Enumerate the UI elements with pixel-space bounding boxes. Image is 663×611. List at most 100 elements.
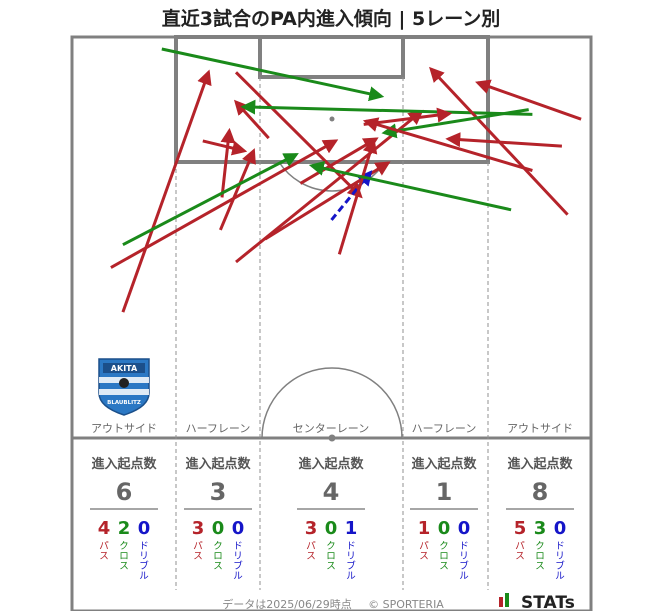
lane-label-left-halfspace: ハーフレーン [186, 422, 251, 435]
dribble-count: 0 [138, 518, 151, 539]
dribble-label-char: リ [233, 551, 243, 562]
dribble-label-char: ド [346, 541, 356, 552]
cross-label-char: ス [439, 561, 449, 572]
dribble-label-char: リ [555, 551, 565, 562]
entry-count-label: 進入起点数 [507, 456, 573, 472]
cross-count: 0 [212, 518, 225, 539]
cross-label-char: ク [119, 541, 129, 552]
entry-count-label: 進入起点数 [298, 456, 364, 472]
goal-area [258, 35, 405, 79]
dribble-count: 1 [345, 518, 358, 539]
entry-count-label: 進入起点数 [91, 456, 157, 472]
pass-label-char: ス [193, 551, 203, 562]
penalty-spot [329, 116, 335, 122]
cross-label-char: ロ [213, 551, 223, 562]
pass-arrow [363, 107, 453, 126]
pass-label-char: パ [99, 541, 109, 552]
stats-logo-text: STATs [521, 593, 575, 611]
lane-labels: アウトサイド ハーフレーン センターレーン ハーフレーン アウトサイド [91, 422, 573, 435]
cross-label-char: ク [213, 541, 223, 552]
cross-arrow [381, 108, 529, 139]
cross-label-char: ス [119, 561, 129, 572]
badge-sub: BLAUBLITZ [107, 400, 141, 406]
dribble-label-char: ル [555, 571, 565, 582]
dribble-label-char: ブ [346, 560, 356, 572]
lane-dividers [175, 77, 489, 590]
dribble-label-char: ル [139, 571, 149, 582]
dribble-count: 0 [554, 518, 567, 539]
pass-arrow [337, 138, 378, 255]
cross-count: 3 [534, 518, 547, 539]
pass-arrow [475, 79, 582, 121]
cross-label-char: ス [535, 561, 545, 572]
cross-label-char: ロ [119, 551, 129, 562]
pass-label-char: パ [306, 541, 316, 552]
lane-label-left-outside: アウトサイド [91, 422, 157, 435]
entry-count-total: 4 [323, 478, 340, 506]
pass-arrow [220, 127, 236, 198]
cross-label-char: ク [535, 541, 545, 552]
dribble-count: 0 [232, 518, 245, 539]
entry-count-label: 進入起点数 [185, 456, 251, 472]
entry-arrows [110, 47, 582, 313]
cross-label-char: ス [326, 561, 336, 572]
dribble-label-char: ブ [139, 560, 149, 572]
dribble-label-char: ル [346, 571, 356, 582]
pass-arrow [110, 139, 339, 269]
entry-count-total: 8 [532, 478, 549, 506]
pass-arrow [234, 71, 363, 199]
pass-arrow [362, 117, 533, 172]
center-circle [261, 367, 403, 439]
pass-label-char: パ [419, 541, 429, 552]
lane-label-right-outside: アウトサイド [507, 422, 573, 435]
dribble-label-char: リ [459, 551, 469, 562]
pass-label-char: ス [419, 551, 429, 562]
dribble-label-char: リ [139, 551, 149, 562]
pass-arrow [445, 132, 562, 148]
cross-arrow [122, 153, 299, 247]
pass-count: 3 [305, 518, 318, 539]
cross-label-char: ス [213, 561, 223, 572]
dribble-label-char: ブ [233, 560, 243, 572]
cross-count: 2 [118, 518, 131, 539]
pass-count: 3 [192, 518, 205, 539]
cross-count: 0 [325, 518, 338, 539]
lane-label-center: センターレーン [293, 422, 369, 435]
cross-label-char: ロ [535, 551, 545, 562]
cross-arrow [308, 160, 512, 212]
pass-arrow [202, 139, 248, 156]
cross-arrow [240, 99, 533, 116]
footer-copyright: © SPORTERIA [368, 598, 444, 611]
cross-label-char: ロ [439, 551, 449, 562]
center-spot [328, 434, 336, 442]
lane-label-right-halfspace: ハーフレーン [412, 422, 477, 435]
cross-label-char: ク [326, 541, 336, 552]
cross-label-char: ク [439, 541, 449, 552]
entry-count-label: 進入起点数 [411, 456, 477, 472]
pass-label-char: ス [99, 551, 109, 562]
pass-label-char: ス [306, 551, 316, 562]
entry-count-total: 1 [436, 478, 453, 506]
dribble-label-char: ド [459, 541, 469, 552]
dribble-label-char: ド [555, 541, 565, 552]
dribble-label-char: ル [459, 571, 469, 582]
pass-count: 4 [98, 518, 111, 539]
stats-logo: STATs [499, 593, 575, 611]
dribble-label-char: ル [233, 571, 243, 582]
lane-stats: 進入起点数64パス2クロス0ドリブル進入起点数33パス0クロス0ドリブル進入起点… [90, 456, 574, 582]
dribble-count: 0 [458, 518, 471, 539]
pass-count: 1 [418, 518, 431, 539]
dribble-label-char: ブ [555, 560, 565, 572]
team-badge: AKITA BLAUBLITZ [98, 358, 150, 416]
entry-count-total: 6 [116, 478, 133, 506]
dribble-label-char: リ [346, 551, 356, 562]
chart-title: 直近3試合のPA内進入傾向 | 5レーン別 [162, 7, 501, 30]
dribble-label-char: ド [233, 541, 243, 552]
pass-label-char: パ [515, 541, 525, 552]
stats-logo-icon [499, 597, 503, 607]
